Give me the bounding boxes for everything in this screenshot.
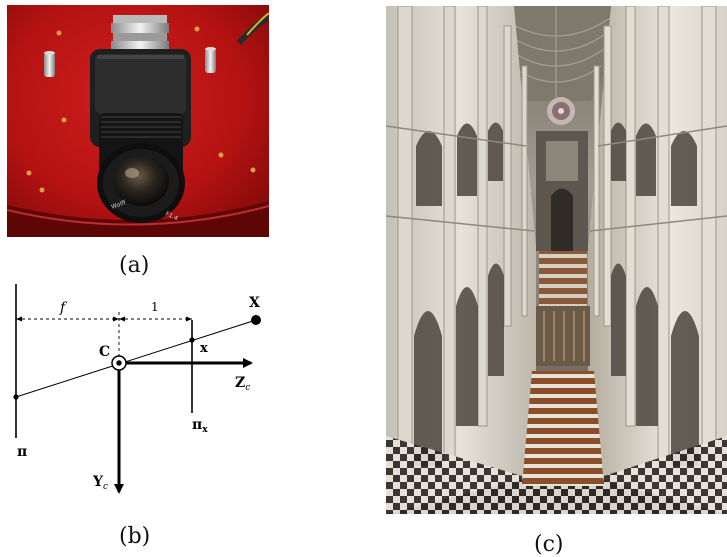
pews-far (539, 251, 587, 311)
pinhole-diagram: f 1 X x C Zc Yc π πx (13, 284, 261, 494)
label-x: x (200, 341, 208, 356)
caption-b: (b) (119, 524, 151, 549)
camera-photo: Wolff F1.4 (7, 5, 269, 237)
spacer-left (44, 51, 55, 77)
label-pi-x: πx (192, 417, 208, 435)
checkered-floor-right (604, 436, 727, 514)
label-C: C (99, 344, 110, 360)
svg-text:F1.4: F1.4 (164, 210, 179, 222)
pews-near (522, 371, 604, 486)
label-pi: π (17, 444, 27, 460)
projection-ray (15, 319, 257, 398)
screw-holes (26, 26, 256, 193)
rose-window (547, 97, 575, 125)
label-one: 1 (151, 300, 159, 314)
label-X: X (249, 295, 260, 311)
caption-c: (c) (534, 532, 564, 557)
cathedral-photo (386, 6, 727, 514)
caption-a: (a) (119, 253, 150, 278)
choir-screen (536, 306, 590, 366)
spacer-right (205, 47, 216, 73)
label-Yc: Yc (92, 474, 108, 492)
checkered-floor-left (386, 436, 522, 514)
label-Zc: Zc (235, 375, 250, 393)
point-x (189, 337, 195, 343)
camera-lens: Wolff F1.4 (97, 113, 185, 223)
point-on-pi (13, 394, 19, 400)
point-X (251, 315, 261, 325)
camera-connector (111, 15, 169, 51)
label-f: f (59, 300, 68, 316)
